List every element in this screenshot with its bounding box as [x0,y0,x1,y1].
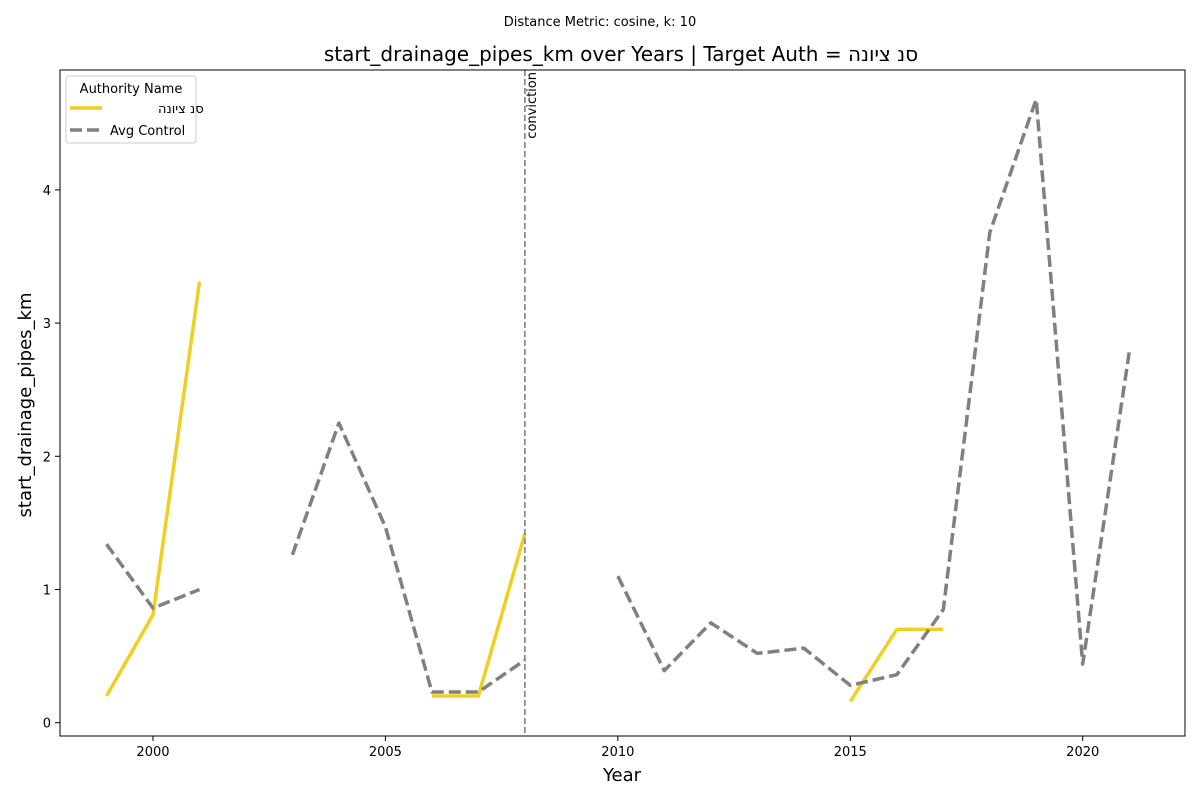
y-tick-label: 3 [43,317,51,332]
legend-label-control: Avg Control [110,124,185,139]
plot-area: conviction [104,70,1131,736]
y-tick-label: 4 [43,184,51,199]
y-tick-label: 0 [43,717,51,732]
axes-frame [59,69,1186,737]
x-tick-label: 2000 [136,745,169,760]
chart-suptitle: Distance Metric: cosine, k: 10 [504,15,696,30]
series-line-target [431,533,527,698]
x-tick-label: 2010 [601,745,634,760]
legend: Authority Name סנ ציונה Avg Control [65,75,204,144]
y-axis-label: start_drainage_pipes_km [15,293,36,518]
legend-title: Authority Name [80,82,183,97]
series-line-control [616,97,1131,688]
conviction-label: conviction [525,72,540,139]
series-line-target [104,281,202,697]
x-tick-label: 2005 [369,745,402,760]
y-tick-label: 1 [43,583,51,598]
y-axis-ticks: 0 1 2 3 4 [43,184,60,732]
x-tick-label: 2015 [834,745,867,760]
x-tick-label: 2020 [1066,745,1099,760]
series-line-control [105,543,201,610]
legend-label-target: סנ ציונה [158,102,204,117]
y-tick-label: 2 [43,450,51,465]
series-line-target [848,627,944,703]
series-line-control [290,421,526,694]
legend-box [65,75,197,144]
x-axis-label: Year [602,765,642,786]
chart-title: start_drainage_pipes_km over Years | Tar… [324,42,918,66]
x-axis-ticks: 2000 2005 2010 2015 2020 [136,736,1099,760]
